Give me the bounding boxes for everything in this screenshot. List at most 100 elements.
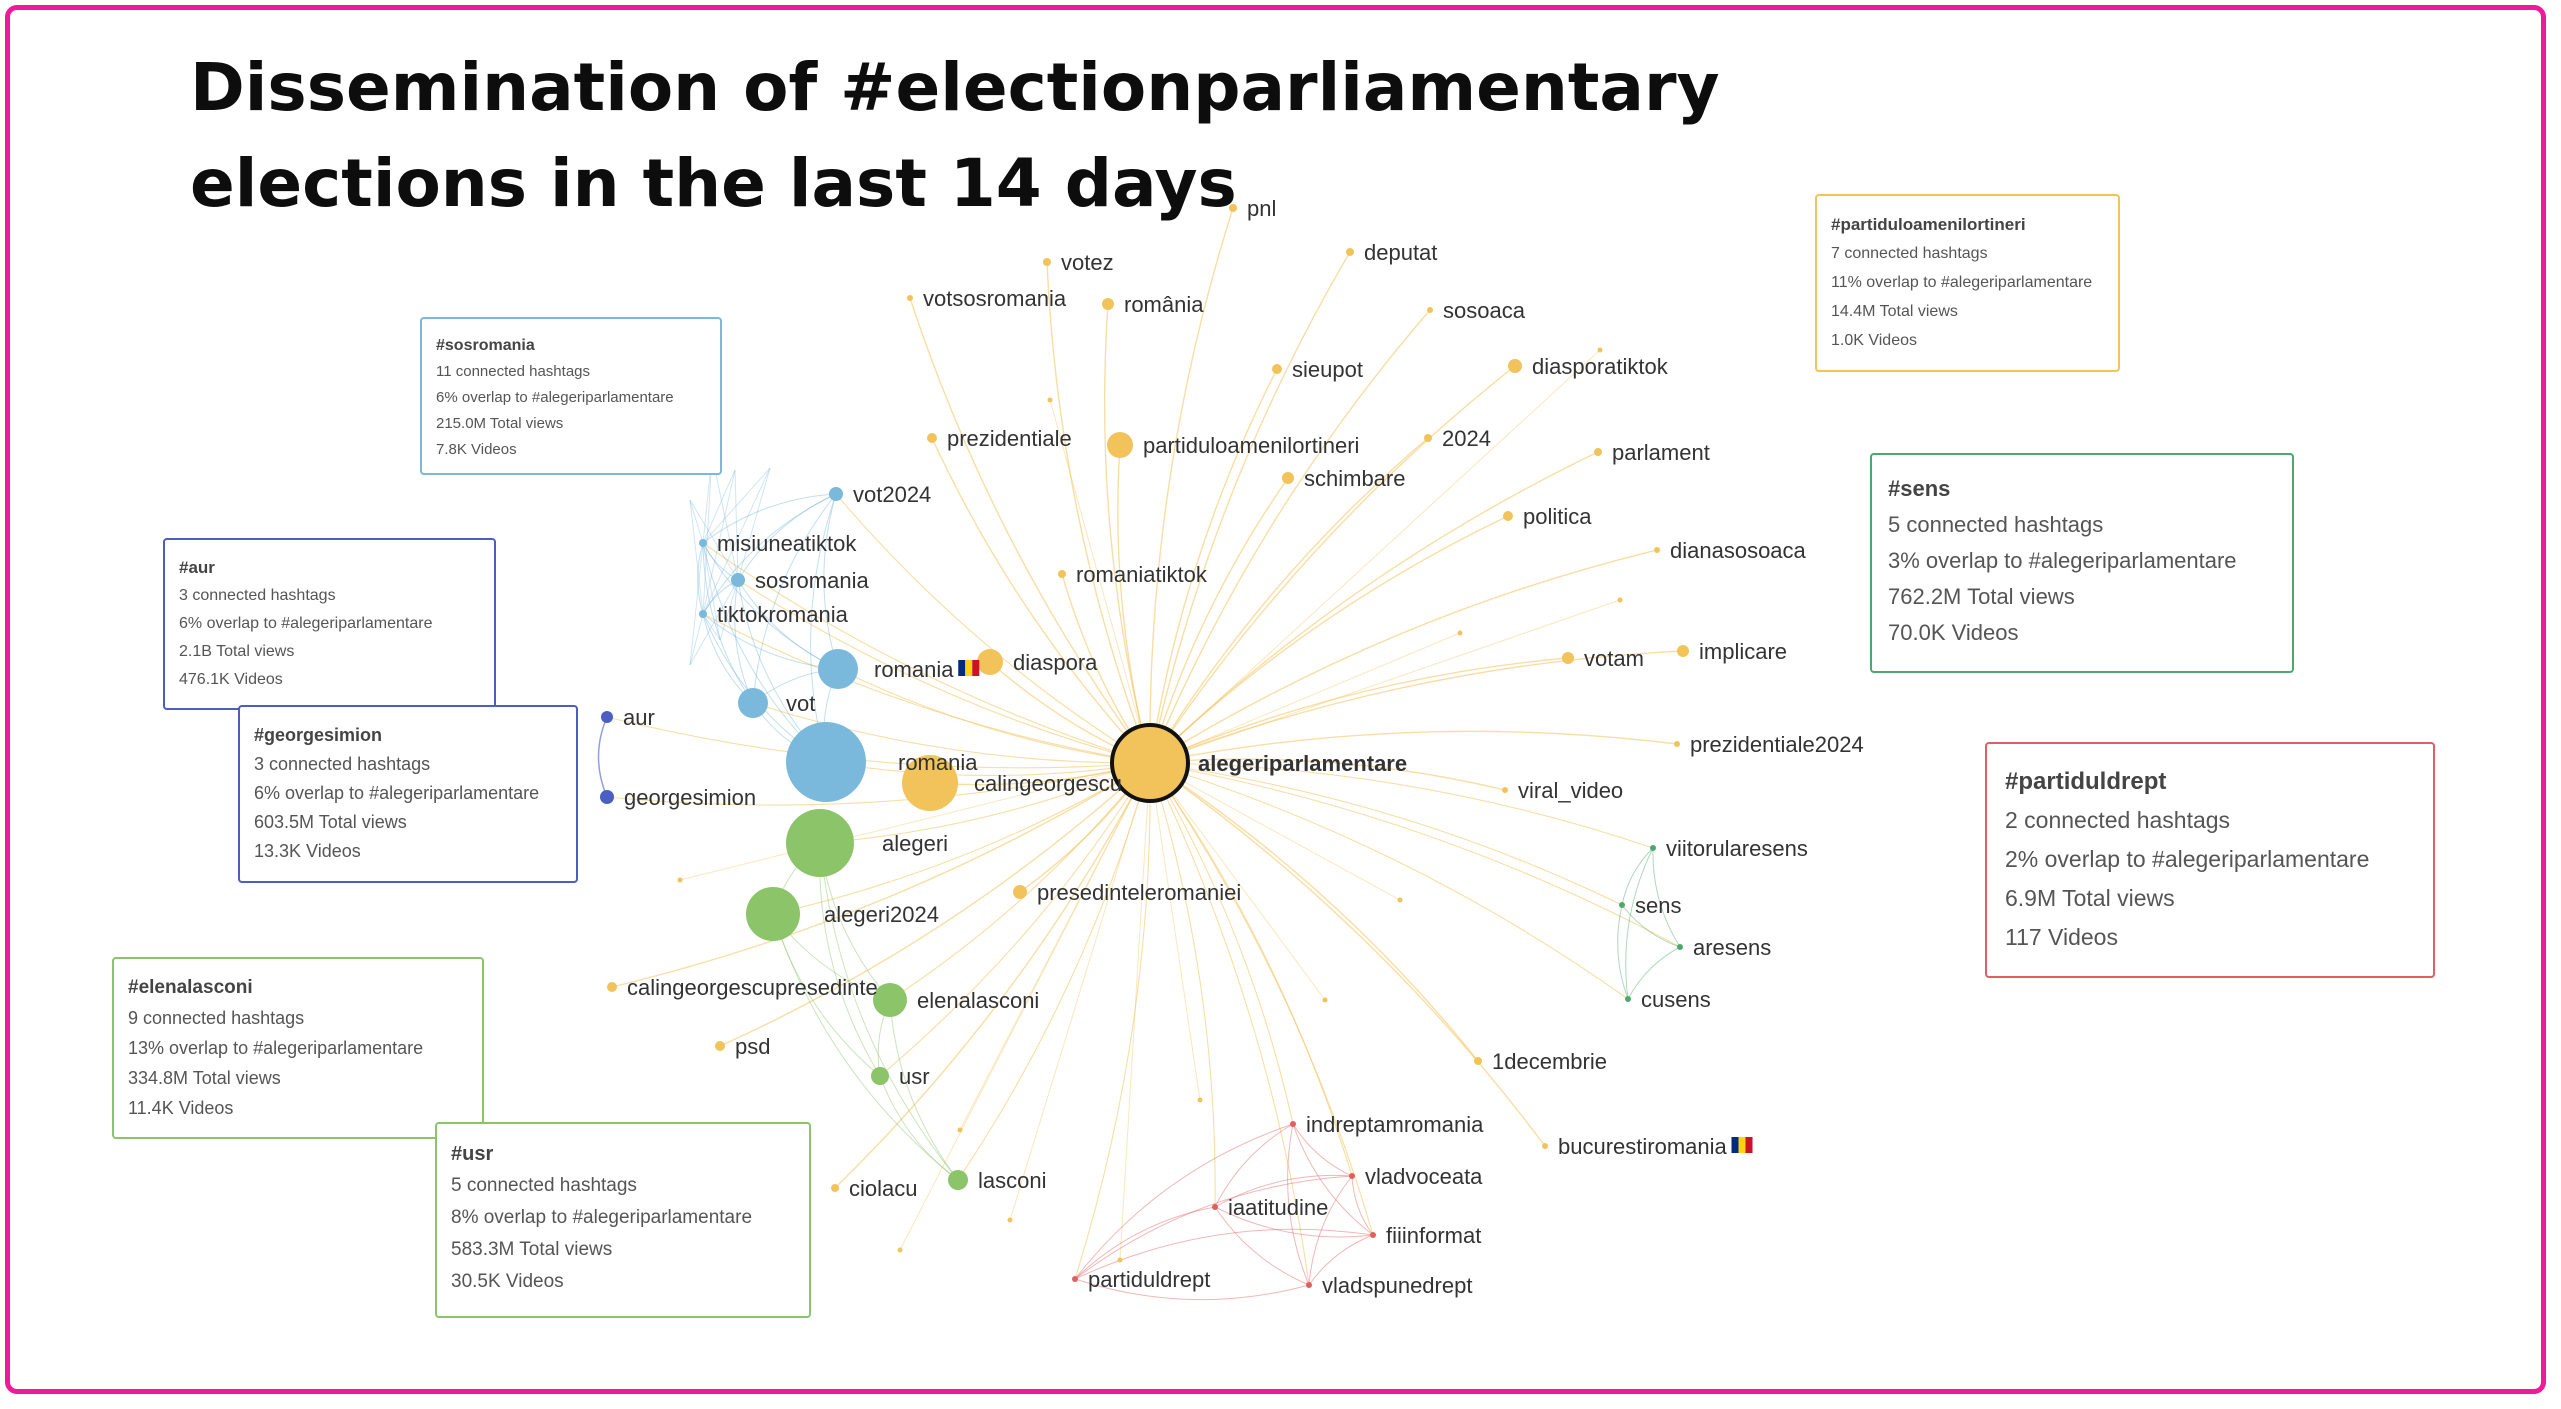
edge-romania_flag — [837, 668, 1151, 764]
label-fiiinformat: fiiinformat — [1386, 1223, 1481, 1248]
edge-romania_diac — [1103, 303, 1151, 764]
node-pnl[interactable] — [1229, 204, 1237, 212]
info-card-line: 7 connected hashtags — [1831, 245, 1988, 262]
node-votez[interactable] — [1043, 258, 1051, 266]
node-bucurestiromania[interactable] — [1542, 1143, 1548, 1149]
node-implicare[interactable] — [1677, 645, 1689, 657]
info-card-line: 30.5K Videos — [451, 1271, 564, 1292]
info-card-line: 13.3K Videos — [254, 841, 361, 861]
info-card-line: 70.0K Videos — [1888, 620, 2019, 645]
node-aur[interactable] — [601, 711, 613, 723]
node-diasporatiktok[interactable] — [1508, 359, 1522, 373]
edge-aur — [606, 716, 1151, 769]
node-partiduloamenilortineri[interactable] — [1107, 432, 1133, 458]
node-aresens[interactable] — [1677, 944, 1683, 950]
node-elenalasconi[interactable] — [873, 983, 907, 1017]
node-usr[interactable] — [871, 1067, 889, 1085]
node-romaniatiktok[interactable] — [1058, 570, 1066, 578]
node-vot[interactable] — [738, 688, 768, 718]
cluster-edge — [689, 613, 704, 666]
cluster-edge — [697, 542, 704, 615]
node-vot2024[interactable] — [829, 487, 843, 501]
node-romania_flag[interactable] — [818, 649, 858, 689]
node-y2024[interactable] — [1424, 434, 1432, 442]
node-alegeri[interactable] — [786, 809, 854, 877]
node-prezidentiale2024[interactable] — [1674, 741, 1680, 747]
node-lasconi[interactable] — [948, 1170, 968, 1190]
cluster-edge — [1621, 847, 1654, 906]
node-ciolacu[interactable] — [831, 1184, 839, 1192]
node-dianasosoaca[interactable] — [1654, 547, 1660, 553]
label-implicare: implicare — [1699, 639, 1787, 664]
edge-calingeorgescupresedinte — [611, 762, 1151, 988]
node-fiiinformat[interactable] — [1370, 1232, 1376, 1238]
node-viral_video[interactable] — [1502, 787, 1508, 793]
edge-pnl — [1149, 207, 1234, 764]
node-sosoaca[interactable] — [1427, 307, 1433, 313]
cluster-edge — [1621, 904, 1681, 948]
node-misiuneatiktok[interactable] — [699, 539, 707, 547]
node-romania_big[interactable] — [786, 722, 866, 802]
node-alegeri2024[interactable] — [746, 887, 800, 941]
label-vladvoceata: vladvoceata — [1365, 1164, 1483, 1189]
node-votsosromania[interactable] — [907, 295, 913, 301]
node-sosromania[interactable] — [731, 573, 745, 587]
edge-extra — [1049, 399, 1151, 764]
node-prezidentiale[interactable] — [927, 433, 937, 443]
edge-votez — [1046, 261, 1151, 764]
label-sosoaca: sosoaca — [1443, 298, 1526, 323]
info-card-line: 5 connected hashtags — [1888, 512, 2104, 537]
node-votam[interactable] — [1562, 652, 1574, 664]
label-indreptamromania: indreptamromania — [1306, 1112, 1484, 1137]
node-presedinteleromaniei[interactable] — [1013, 885, 1027, 899]
label-cusens: cusens — [1641, 987, 1711, 1012]
info-card-line: 1.0K Videos — [1831, 332, 1917, 349]
node-calingeorgescupresedinte[interactable] — [607, 982, 617, 992]
edge-extra — [1119, 762, 1151, 1261]
node-viitorularesens[interactable] — [1650, 845, 1656, 851]
node-schimbare[interactable] — [1282, 472, 1294, 484]
node-iaatitudine[interactable] — [1212, 1204, 1218, 1210]
cluster-edge — [702, 469, 736, 615]
label-partiduloamenilortineri: partiduloamenilortineri — [1143, 433, 1359, 458]
node-parlament[interactable] — [1594, 448, 1602, 456]
node-tiktokromania[interactable] — [699, 610, 707, 618]
cluster-edge — [1074, 1175, 1353, 1280]
node-deputat[interactable] — [1346, 248, 1354, 256]
info-card-title: #georgesimion — [254, 725, 383, 745]
node-vladvoceata[interactable] — [1349, 1173, 1355, 1179]
node-partiduldrept[interactable] — [1072, 1276, 1078, 1282]
node-sieupot[interactable] — [1272, 364, 1282, 374]
edge-votam — [1149, 657, 1569, 764]
label-presedinteleromaniei: presedinteleromaniei — [1037, 880, 1241, 905]
node-calingeorgescu[interactable] — [902, 755, 958, 811]
cluster-edge — [1308, 1234, 1374, 1286]
cluster-edge — [689, 499, 704, 615]
node-cusens[interactable] — [1625, 996, 1631, 1002]
node-psd[interactable] — [715, 1041, 725, 1051]
node-georgesimion[interactable] — [600, 790, 614, 804]
edge-extra — [899, 762, 1151, 1251]
node-indreptamromania[interactable] — [1290, 1121, 1296, 1127]
info-card-title: #usr — [451, 1143, 494, 1165]
info-card-line: 3 connected hashtags — [254, 754, 431, 774]
info-card-line: 6% overlap to #alegeriparlamentare — [179, 615, 433, 632]
node-sens[interactable] — [1619, 902, 1625, 908]
graph-point — [1007, 1217, 1013, 1223]
label-alegeri: alegeri — [882, 831, 948, 856]
info-card-line: 603.5M Total views — [254, 812, 407, 832]
node-center[interactable] — [1110, 723, 1190, 803]
node-diaspora[interactable] — [977, 649, 1003, 675]
info-card-georgesimion: #georgesimion 3 connected hashtags 6% over… — [238, 705, 578, 883]
label-georgesimion: georgesimion — [624, 785, 756, 810]
node-vladspunedrept[interactable] — [1306, 1282, 1312, 1288]
node-politica[interactable] — [1503, 511, 1513, 521]
label-romania_big: romania — [898, 750, 978, 775]
romania-flag-icon — [958, 660, 980, 676]
cluster-edge — [1214, 1174, 1353, 1208]
node-decembrie[interactable] — [1474, 1057, 1482, 1065]
edge-prezidentiale2024 — [1149, 730, 1678, 764]
label-sieupot: sieupot — [1292, 357, 1363, 382]
node-romania_diac[interactable] — [1102, 298, 1114, 310]
